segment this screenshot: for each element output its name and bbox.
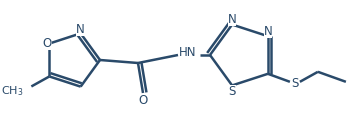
Text: N: N <box>76 23 85 36</box>
Text: N: N <box>264 25 272 38</box>
Text: O: O <box>138 95 148 107</box>
Text: S: S <box>291 77 299 90</box>
Text: O: O <box>43 37 52 50</box>
Text: S: S <box>228 85 236 98</box>
Text: CH$_3$: CH$_3$ <box>1 85 23 98</box>
Text: N: N <box>228 13 236 26</box>
Text: HN: HN <box>179 46 197 60</box>
